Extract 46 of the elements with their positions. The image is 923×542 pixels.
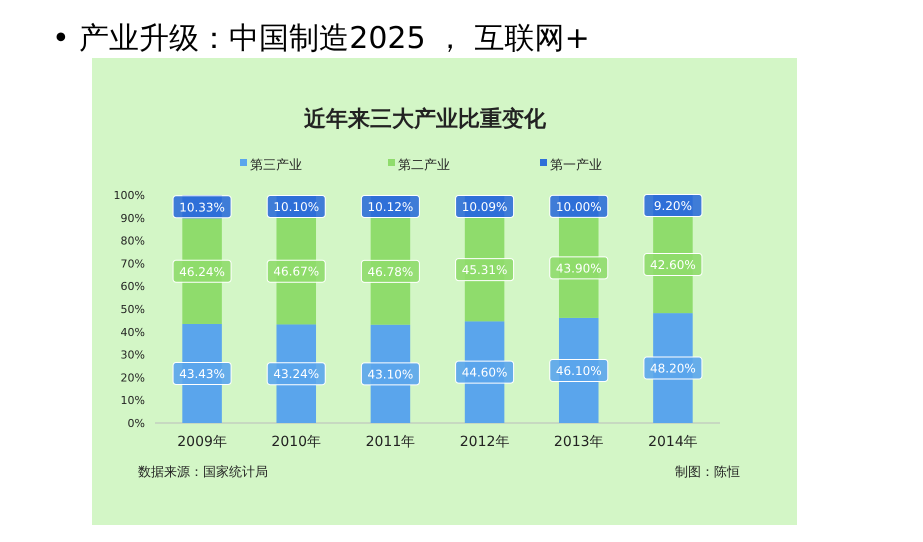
- legend-label: 第一产业: [550, 158, 602, 173]
- data-label: 43.43%: [179, 366, 225, 381]
- x-tick-label: 2009年: [177, 434, 227, 450]
- x-tick-label: 2010年: [271, 434, 322, 450]
- data-label: 43.10%: [368, 367, 414, 382]
- chart-subtitle: 近年来三大产业比重变化: [303, 106, 547, 132]
- data-label: 43.24%: [273, 367, 320, 382]
- data-label: 46.67%: [273, 264, 320, 279]
- y-tick-label: 90%: [120, 212, 145, 225]
- data-label: 10.00%: [556, 200, 602, 214]
- legend-label: 第三产业: [250, 158, 302, 173]
- y-tick-label: 40%: [120, 326, 145, 339]
- data-label: 45.31%: [462, 263, 508, 278]
- y-tick-label: 70%: [120, 257, 145, 270]
- data-label: 43.90%: [556, 261, 602, 276]
- x-tick-label: 2011年: [366, 434, 416, 450]
- text: 制图：陈恒: [675, 465, 740, 480]
- data-label: 46.78%: [368, 264, 414, 279]
- y-tick-label: 60%: [120, 280, 145, 294]
- x-tick-label: 2014年: [648, 434, 698, 450]
- data-label: 46.10%: [556, 364, 602, 378]
- data-label: 48.20%: [650, 362, 696, 376]
- chart-title: • 产业升级：中国制造2025 ， 互联网+: [52, 21, 590, 56]
- bar: [549, 194, 608, 218]
- y-tick-label: 20%: [120, 371, 145, 384]
- y-tick-label: 10%: [120, 394, 145, 408]
- legend-label: 第二产业: [398, 158, 450, 173]
- data-label: 10.10%: [273, 200, 320, 214]
- bar: [360, 195, 420, 218]
- y-tick-label: 80%: [120, 234, 145, 248]
- bar: [455, 195, 514, 218]
- data-label: 10.33%: [179, 200, 225, 214]
- data-label: 42.60%: [650, 258, 696, 272]
- y-tick-label: 0%: [128, 417, 145, 430]
- x-tick-label: 2013年: [554, 434, 604, 450]
- data-label: 10.12%: [368, 200, 414, 214]
- y-tick-label: 30%: [120, 348, 145, 362]
- data-label: 10.09%: [462, 200, 508, 214]
- y-tick-label: 100%: [114, 189, 145, 202]
- source-note: 数据来源：国家统计局: [138, 464, 268, 480]
- x-tick-label: 2012年: [460, 434, 510, 450]
- data-label: 46.24%: [179, 264, 225, 279]
- bar: [643, 194, 702, 217]
- data-label: 9.20%: [654, 198, 692, 213]
- data-label: 44.60%: [462, 366, 508, 380]
- y-tick-label: 50%: [120, 303, 145, 316]
